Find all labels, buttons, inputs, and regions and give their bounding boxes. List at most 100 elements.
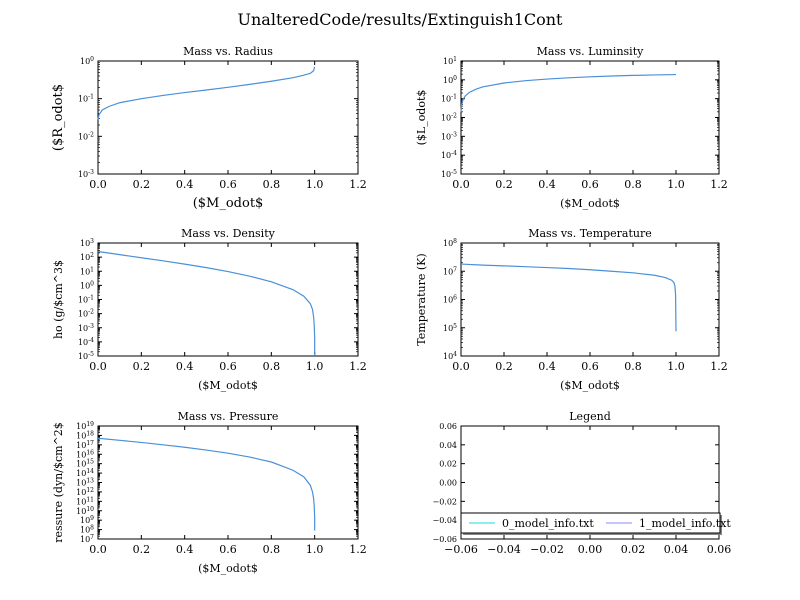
x-tick-label: 0.2 [133,543,151,556]
y-tick-label: 10-2 [78,131,94,141]
y-tick-label: 10-3 [78,169,94,179]
y-axis-label: ($R_odot$ [51,84,66,151]
y-tick-label: 1015 [76,459,94,469]
x-tick-label: 1.2 [710,178,728,191]
y-tick-label: 0.04 [439,441,457,450]
x-tick-label: 1.0 [306,360,324,373]
x-tick-label: 0.6 [581,178,599,191]
y-tick-label: 10-1 [78,295,94,305]
y-tick-label: 1012 [76,487,94,497]
x-tick-label: 0.2 [495,360,513,373]
legend: 0_model_info.txt 1_model_info.txt [460,512,731,535]
legend-box [460,512,721,534]
x-tick-label: 0.02 [621,543,646,556]
chart-panel-6: Legend −0.06 −0.04 −0.02 0.00 0.02 0.04 0.06 −0.… [432,410,731,556]
x-tick-label: 0.4 [176,360,194,373]
y-tick-label: 1011 [76,496,94,506]
y-tick-label: 108 [80,525,94,535]
y-tick-label: 102 [80,252,94,262]
chart-title: Legend [569,410,611,423]
chart-title: Mass vs. Pressure [178,410,279,423]
figure-suptitle: UnalteredCode/results/Extinguish1Cont [238,10,564,29]
y-axis-label: ho (g/$cm^3$ [52,260,65,339]
y-tick-label: −0.06 [432,535,457,544]
x-tick-label: −0.06 [444,543,478,556]
y-tick-label: 107 [443,266,457,276]
x-tick-label: 0.0 [89,360,107,373]
legend-entry-2: 1_model_info.txt [639,517,731,530]
series-line-1 [97,250,316,356]
x-tick-label: 0.06 [707,543,732,556]
plot-frame [460,60,720,175]
y-tick-label: 10-2 [78,309,94,319]
x-tick-label: 0.8 [624,360,642,373]
chart-panel-1: Mass vs. Radius 0.0 0.2 0.4 0.6 0.8 1.0 1.2 10-3… [51,45,367,211]
x-tick-label: 0.6 [581,360,599,373]
y-tick-label: 1017 [76,440,94,450]
x-tick-label: 0.0 [452,178,470,191]
chart-panel-5: Mass vs. Pressure 0.0 0.2 0.4 0.6 0.8 1.0 1.2 10… [52,410,367,575]
x-tick-label: 0.4 [176,543,194,556]
y-tick-label: 101 [443,56,457,66]
y-tick-label: 1010 [76,506,94,516]
y-tick-label: 108 [443,238,457,248]
x-tick-label: 0.0 [452,360,470,373]
y-tick-label: 105 [443,323,457,333]
chart-title: Mass vs. Radius [183,45,273,58]
y-tick-label: 10-1 [78,94,94,104]
x-tick-label: 0.8 [263,543,281,556]
chart-title: Mass vs. Density [181,227,275,240]
x-tick-label: 0.4 [176,178,194,191]
plot-frame [460,242,720,357]
plot-frame [97,242,359,357]
y-tick-label: 1018 [76,430,94,440]
y-tick-label: 10-1 [441,94,457,104]
series-line-1 [97,437,316,531]
x-tick-label: 1.2 [349,178,367,191]
x-tick-label: 0.00 [578,543,603,556]
y-axis-label: ($L_odot$ [415,90,428,146]
x-tick-label: 0.2 [495,178,513,191]
x-tick-label: 1.0 [667,178,685,191]
chart-panel-4: Mass vs. Temperature 0.0 0.2 0.4 0.6 0.8 1.0 1.… [415,227,728,392]
x-tick-label: 1.2 [710,360,728,373]
y-tick-label: 109 [80,515,94,525]
series-line-1 [460,263,677,332]
y-tick-label: 104 [443,351,457,361]
plot-frame [97,425,359,540]
y-tick-label: 103 [80,238,94,248]
x-tick-label: 0.8 [263,360,281,373]
plot-frame [97,60,359,175]
chart-title: Mass vs. Temperature [528,227,652,240]
x-tick-label: 1.0 [306,178,324,191]
x-tick-label: −0.02 [530,543,564,556]
y-tick-label: 0.02 [439,460,457,469]
y-tick-label: 101 [80,266,94,276]
y-tick-label: 10-4 [441,150,457,160]
y-tick-label: 10-2 [441,113,457,123]
x-tick-label: 0.6 [219,178,237,191]
y-tick-label: 100 [80,56,94,66]
x-tick-label: 1.0 [306,543,324,556]
x-tick-label: 0.2 [133,178,151,191]
y-tick-label: 106 [443,295,457,305]
y-tick-label: 100 [80,280,94,290]
x-tick-label: 0.4 [538,360,556,373]
x-tick-label: 0.6 [219,543,237,556]
series-line-1 [97,66,316,120]
legend-entry-1: 0_model_info.txt [502,517,594,530]
x-axis-label: ($M_odot$ [198,379,258,392]
y-tick-label: 10-5 [78,351,94,361]
x-axis-label: ($M_odot$ [193,196,264,211]
x-tick-label: 1.2 [349,543,367,556]
series-line-1 [460,73,677,112]
x-tick-label: 0.0 [89,178,107,191]
y-tick-label: 10-3 [78,323,94,333]
y-tick-label: 100 [443,75,457,85]
y-axis-label: ressure (dyn/$cm^2$ [52,422,65,543]
x-tick-label: 0.6 [219,360,237,373]
y-tick-label: 1014 [76,468,94,478]
y-tick-label: 10-5 [441,169,457,179]
x-tick-label: 1.2 [349,360,367,373]
